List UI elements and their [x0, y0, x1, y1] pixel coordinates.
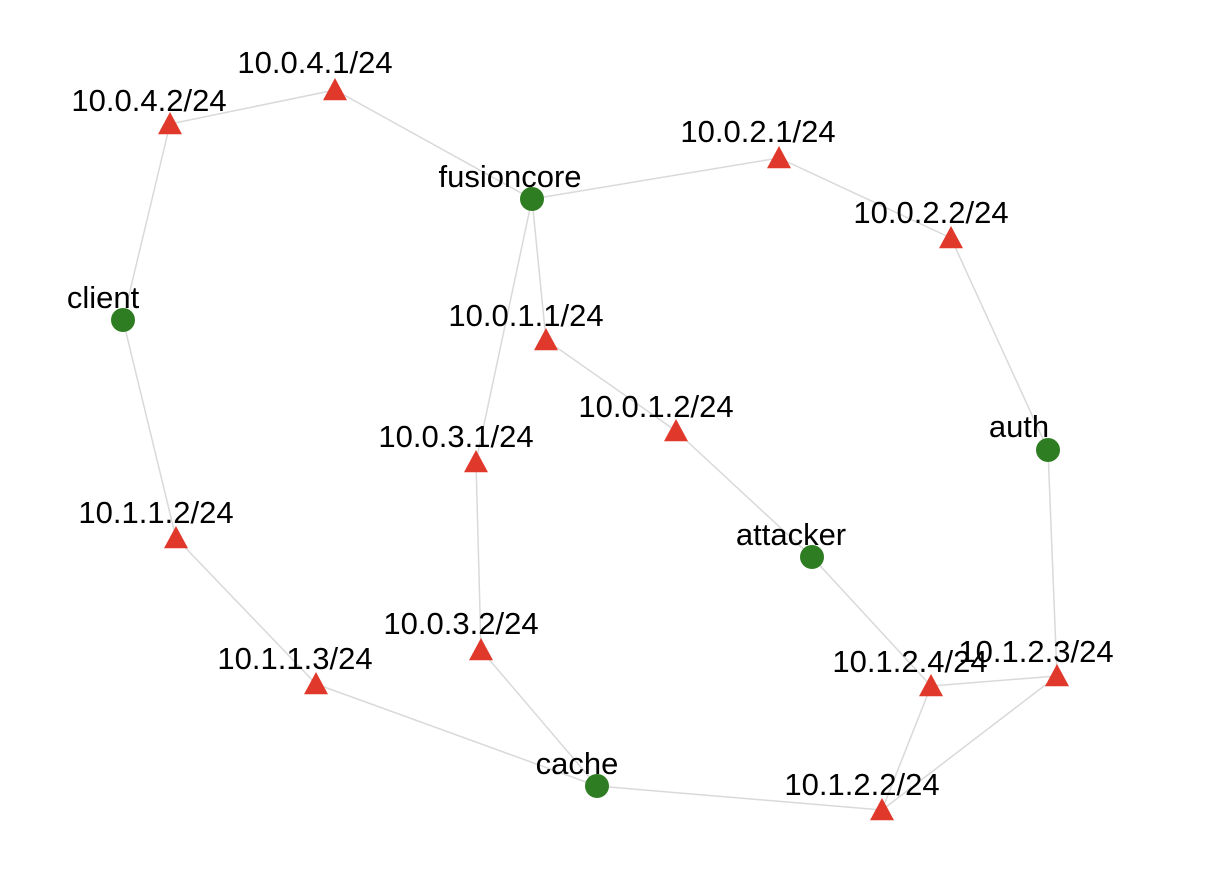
edge-fusioncore-to-if-10-0-1-1	[531, 198, 547, 341]
edge-fusioncore-to-if-10-0-3-1	[475, 198, 533, 463]
edge-if-10-0-1-1-to-if-10-0-1-2	[545, 339, 677, 432]
interface-node-if-10-0-1-1[interactable]	[534, 328, 558, 351]
edge-fusioncore-to-if-10-0-2-1	[531, 157, 780, 200]
node-label-if-10-0-2-1: 10.0.2.1/24	[680, 114, 835, 149]
node-label-if-10-0-4-1: 10.0.4.1/24	[237, 45, 392, 80]
interface-node-if-10-1-2-2[interactable]	[870, 798, 894, 821]
node-label-fusioncore: fusioncore	[438, 159, 581, 194]
edge-if-10-0-3-1-to-if-10-0-3-2	[475, 461, 482, 651]
edge-cache-to-if-10-1-2-2	[596, 785, 883, 811]
interface-node-if-10-1-2-4[interactable]	[919, 674, 943, 697]
node-label-if-10-0-3-2: 10.0.3.2/24	[383, 606, 538, 641]
edge-if-10-1-1-3-to-cache	[315, 683, 598, 787]
node-label-if-10-0-2-2: 10.0.2.2/24	[853, 195, 1008, 230]
nodes-layer	[111, 78, 1069, 821]
node-label-if-10-1-2-4: 10.1.2.4/24	[832, 644, 987, 679]
edge-if-10-1-2-4-to-if-10-1-2-3	[930, 675, 1058, 687]
edge-if-10-0-4-2-to-if-10-0-4-1	[169, 89, 336, 125]
edge-if-10-0-1-2-to-attacker	[675, 430, 813, 558]
node-label-if-10-0-1-2: 10.0.1.2/24	[578, 389, 733, 424]
node-label-if-10-0-4-2: 10.0.4.2/24	[71, 83, 226, 118]
host-node-attacker[interactable]	[800, 545, 824, 569]
host-node-cache[interactable]	[585, 774, 609, 798]
interface-node-if-10-0-3-1[interactable]	[464, 450, 488, 473]
edge-if-10-0-4-1-to-fusioncore	[334, 89, 533, 200]
interface-node-if-10-0-4-2[interactable]	[158, 112, 182, 135]
node-label-auth: auth	[989, 409, 1049, 444]
interface-node-if-10-0-1-2[interactable]	[664, 419, 688, 442]
interface-node-if-10-0-4-1[interactable]	[323, 78, 347, 101]
edge-client-to-if-10-1-1-2	[122, 319, 177, 539]
interface-node-if-10-0-3-2[interactable]	[469, 638, 493, 661]
interface-node-if-10-1-1-2[interactable]	[164, 526, 188, 549]
node-label-cache: cache	[536, 746, 619, 781]
node-label-if-10-0-3-1: 10.0.3.1/24	[378, 419, 533, 454]
edge-if-10-1-2-2-to-if-10-1-2-3	[881, 675, 1058, 811]
edge-if-10-1-1-2-to-if-10-1-1-3	[175, 537, 317, 685]
node-label-if-10-1-1-2: 10.1.1.2/24	[78, 495, 233, 530]
node-label-if-10-1-1-3: 10.1.1.3/24	[217, 641, 372, 676]
node-label-if-10-0-1-1: 10.0.1.1/24	[448, 298, 603, 333]
edge-if-10-0-4-2-to-client	[122, 123, 171, 321]
host-node-client[interactable]	[111, 308, 135, 332]
edge-if-10-1-2-2-to-if-10-1-2-4	[881, 685, 932, 811]
edge-if-10-0-2-1-to-if-10-0-2-2	[778, 157, 952, 239]
labels-layer: fusioncore client auth attacker cache 10.0.4.…	[67, 45, 1114, 802]
host-node-auth[interactable]	[1036, 438, 1060, 462]
interface-node-if-10-1-2-3[interactable]	[1045, 664, 1069, 687]
interface-node-if-10-0-2-2[interactable]	[939, 226, 963, 249]
interface-node-if-10-0-2-1[interactable]	[767, 146, 791, 169]
interface-node-if-10-1-1-3[interactable]	[304, 672, 328, 695]
edge-attacker-to-if-10-1-2-4	[811, 556, 932, 687]
node-label-client: client	[67, 280, 140, 315]
host-node-fusioncore[interactable]	[520, 187, 544, 211]
edges-layer	[122, 89, 1058, 811]
node-label-if-10-1-2-2: 10.1.2.2/24	[784, 767, 939, 802]
edge-auth-to-if-10-1-2-3	[1047, 449, 1058, 677]
edge-if-10-0-2-2-to-auth	[950, 237, 1049, 451]
edge-if-10-0-3-2-to-cache	[480, 649, 598, 787]
node-label-if-10-1-2-3: 10.1.2.3/24	[958, 634, 1113, 669]
node-label-attacker: attacker	[736, 517, 846, 552]
